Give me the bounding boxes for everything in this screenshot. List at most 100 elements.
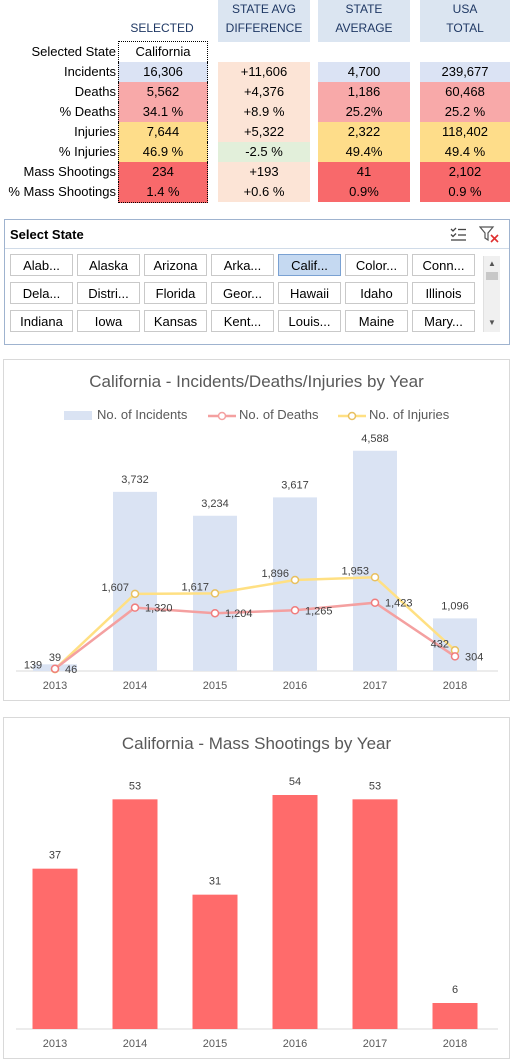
slicer-button[interactable]: Geor... — [211, 282, 274, 304]
mass-shootings-data-label: 31 — [209, 876, 221, 888]
incidents-data-label: 3,234 — [201, 498, 229, 510]
mass-shootings-bar — [192, 894, 238, 1029]
cell-diff: -2.5 % — [218, 142, 310, 162]
multi-select-icon[interactable] — [449, 225, 467, 243]
cell-usa: 49.4 % — [420, 142, 510, 162]
incidents-data-label: 3,617 — [281, 479, 309, 491]
row-label: % Mass Shootings — [8, 184, 116, 199]
mass-shootings-bar — [32, 868, 78, 1029]
legend-incidents: No. of Incidents — [64, 407, 187, 422]
slicer-button[interactable]: Conn... — [412, 254, 475, 276]
row-label: % Injuries — [58, 144, 116, 159]
mass-shootings-bar — [272, 795, 318, 1029]
header-diff-line1: STATE AVG — [231, 2, 296, 16]
slicer-button[interactable]: Dela... — [10, 282, 73, 304]
cell-avg: 1,186 — [318, 82, 410, 102]
slicer-button[interactable]: Calif... — [278, 254, 341, 276]
slicer-scrollbar[interactable]: ▲ ▼ — [483, 256, 500, 332]
deaths-point — [290, 606, 300, 615]
cell-avg: 2,322 — [318, 122, 410, 142]
chart1-title: California - Incidents/Deaths/Injuries b… — [89, 372, 424, 391]
legend-injuries-label: No. of Injuries — [369, 407, 450, 422]
x-tick-label: 2015 — [203, 1038, 227, 1050]
deaths-point — [210, 608, 220, 618]
injuries-point — [370, 573, 380, 582]
cell-diff: +0.6 % — [218, 182, 310, 202]
cell-diff: +4,376 — [218, 82, 310, 102]
slicer-button[interactable]: Indiana — [10, 310, 73, 332]
header-selected-label: SELECTED — [130, 21, 194, 35]
x-tick-label: 2014 — [123, 1038, 147, 1050]
header-diff-line2: DIFFERENCE — [225, 21, 303, 35]
scroll-thumb[interactable] — [486, 272, 498, 280]
incidents-chart: California - Incidents/Deaths/Injuries b… — [3, 359, 510, 701]
slicer-button[interactable]: Illinois — [412, 282, 475, 304]
chart2-title: California - Mass Shootings by Year — [121, 734, 392, 753]
cell-selected: 16,306 — [118, 62, 208, 82]
mass-shootings-bar — [352, 799, 398, 1029]
mass-shootings-data-label: 37 — [49, 850, 61, 862]
selected-state-label: Selected State — [31, 44, 116, 59]
injuries-line — [54, 575, 456, 671]
slicer-button[interactable]: Alab... — [10, 254, 73, 276]
mass-shootings-data-label: 54 — [289, 776, 301, 788]
cell-usa: 118,402 — [420, 122, 510, 142]
cell-avg: 49.4% — [318, 142, 410, 162]
injuries-data-label: 1,617 — [181, 581, 209, 593]
row-label: Incidents — [63, 64, 116, 79]
cell-selected: 234 — [118, 162, 208, 182]
mass-shootings-data-label: 53 — [369, 780, 381, 792]
header-state-avg: STATE AVERAGE — [318, 0, 410, 42]
slicer-button[interactable]: Alaska — [77, 254, 140, 276]
selected-state-value[interactable]: California — [118, 41, 208, 62]
injuries-data-label: 1,607 — [101, 582, 129, 594]
x-tick-label: 2013 — [43, 1038, 67, 1050]
incidents-data-label: 4,588 — [361, 433, 389, 445]
slicer-button[interactable]: Mary... — [412, 310, 475, 332]
header-avg-line1: STATE — [345, 2, 383, 16]
mass-shootings-bar — [112, 799, 158, 1029]
legend-deaths-label: No. of Deaths — [239, 407, 319, 422]
deaths-data-label: 46 — [65, 664, 77, 676]
injuries-data-label: 1,953 — [341, 565, 369, 577]
cell-selected: 7,644 — [118, 122, 208, 142]
slicer-button[interactable]: Idaho — [345, 282, 408, 304]
x-tick-label: 2016 — [283, 680, 307, 692]
injuries-point — [210, 589, 220, 598]
cell-usa: 60,468 — [420, 82, 510, 102]
slicer-button[interactable]: Hawaii — [278, 282, 341, 304]
cell-avg: 25.2% — [318, 102, 410, 122]
cell-selected: 46.9 % — [118, 142, 208, 162]
slicer-button[interactable]: Color... — [345, 254, 408, 276]
cell-avg: 41 — [318, 162, 410, 182]
mass-shootings-chart: California - Mass Shootings by Year 37 53… — [3, 717, 510, 1059]
deaths-point — [50, 664, 60, 674]
deaths-line — [54, 601, 456, 670]
slicer-button[interactable]: Kent... — [211, 310, 274, 332]
scroll-up-icon[interactable]: ▲ — [488, 259, 496, 268]
slicer-button[interactable]: Florida — [144, 282, 207, 304]
slicer-button[interactable]: Iowa — [77, 310, 140, 332]
injuries-data-label: 39 — [49, 652, 61, 664]
slicer-button[interactable]: Arizona — [144, 254, 207, 276]
incidents-data-label: 3,732 — [121, 474, 149, 486]
header-diff: STATE AVG DIFFERENCE — [218, 0, 310, 42]
slicer-button[interactable]: Louis... — [278, 310, 341, 332]
x-tick-label: 2017 — [363, 1038, 387, 1050]
cell-selected: 1.4 % — [118, 182, 208, 203]
deaths-data-label: 304 — [465, 651, 483, 663]
slicer-button[interactable]: Distri... — [77, 282, 140, 304]
slicer-button[interactable]: Maine — [345, 310, 408, 332]
row-label: Mass Shootings — [23, 164, 117, 179]
scroll-down-icon[interactable]: ▼ — [488, 318, 496, 327]
deaths-point — [370, 598, 380, 607]
clear-filter-icon[interactable] — [478, 225, 499, 243]
deaths-point — [130, 603, 140, 612]
mass-shootings-data-label: 53 — [129, 780, 141, 792]
slicer-button[interactable]: Kansas — [144, 310, 207, 332]
slicer-button[interactable]: Arka... — [211, 254, 274, 276]
legend-deaths: No. of Deaths — [208, 407, 319, 422]
legend-incidents-label: No. of Incidents — [97, 407, 188, 422]
deaths-data-label: 1,320 — [145, 603, 173, 615]
incidents-bar — [113, 491, 157, 671]
